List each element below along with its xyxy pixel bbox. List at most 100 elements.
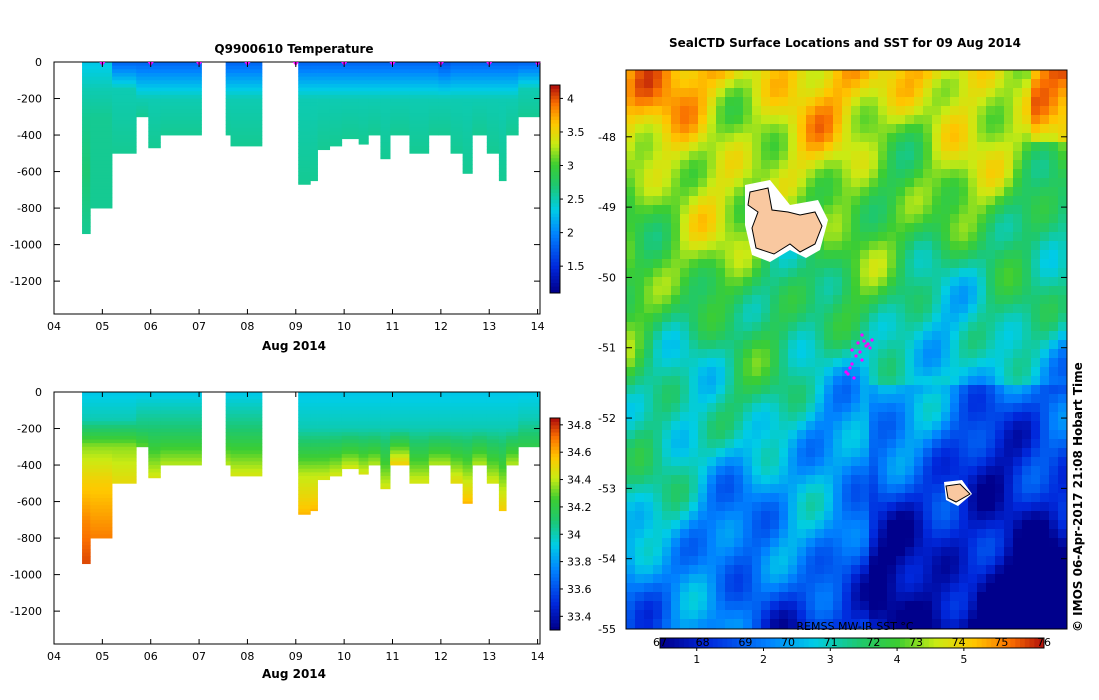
profile-cell <box>462 494 473 499</box>
sst-cell <box>743 556 753 566</box>
sst-cell <box>842 133 852 143</box>
profile-cell <box>329 98 343 103</box>
sst-cell <box>734 133 744 143</box>
sst-cell <box>680 250 690 260</box>
profile-cell <box>472 105 488 110</box>
sst-cell <box>680 466 690 476</box>
sst-cell <box>860 151 870 161</box>
sst-cell <box>914 205 924 215</box>
sst-cell <box>779 601 789 611</box>
sst-cell <box>1022 619 1032 629</box>
sst-cell <box>734 565 744 575</box>
sst-cell <box>797 556 807 566</box>
profile-cell <box>409 439 430 444</box>
sst-cell <box>716 331 726 341</box>
sst-cell <box>959 295 969 305</box>
profile-cell <box>317 465 331 470</box>
profile-cell <box>82 211 91 216</box>
colorbar-segment <box>550 580 560 585</box>
sst-cell <box>968 187 978 197</box>
profile-cell <box>390 69 410 74</box>
sst-cell <box>806 88 816 98</box>
profile-cell <box>329 142 343 147</box>
sst-cell <box>941 556 951 566</box>
sst-cell <box>662 457 672 467</box>
sst-cell <box>941 313 951 323</box>
sst-cell <box>653 565 663 575</box>
profile-cell <box>82 62 91 67</box>
sst-cell <box>743 439 753 449</box>
sst-cell <box>761 475 771 485</box>
colorbar-segment <box>550 143 560 148</box>
sst-cell <box>1031 313 1041 323</box>
profile-cell <box>148 402 161 408</box>
sst-cell <box>905 187 915 197</box>
sst-cell <box>680 412 690 422</box>
profile-cell <box>498 94 507 99</box>
sst-cell <box>716 376 726 386</box>
profile-cell <box>498 494 507 499</box>
sst-cell <box>761 493 771 503</box>
profile-cell <box>90 193 113 198</box>
sst-cell <box>887 520 897 530</box>
sst-cell <box>644 97 654 107</box>
sst-cell <box>860 214 870 224</box>
sst-cell <box>833 439 843 449</box>
sst-cell <box>941 367 951 377</box>
sst-cell <box>842 547 852 557</box>
sst-cell <box>1040 160 1050 170</box>
sst-cell <box>950 520 960 530</box>
sst-colorbar-segment <box>948 638 954 648</box>
sst-cell <box>995 106 1005 116</box>
sst-cell <box>1058 538 1067 548</box>
colorbar-tick-label: 3.5 <box>567 126 585 139</box>
sst-cell <box>671 556 681 566</box>
sst-cell <box>869 142 879 152</box>
sst-cell <box>941 178 951 188</box>
sst-cell <box>1049 295 1059 305</box>
sst-cell <box>860 106 870 116</box>
sst-cell <box>743 448 753 458</box>
profile-cell <box>518 87 541 92</box>
profile-cell <box>317 446 331 451</box>
sst-cell <box>905 295 915 305</box>
sst-cell <box>986 196 996 206</box>
sst-cell <box>734 259 744 269</box>
sst-cell <box>698 475 708 485</box>
sst-cell <box>689 394 699 404</box>
sst-cell <box>941 124 951 134</box>
sst-cell <box>653 79 663 89</box>
profile-cell <box>358 428 369 433</box>
sst-cell <box>824 556 834 566</box>
sst-cell <box>968 313 978 323</box>
sst-cell <box>860 250 870 260</box>
profile-cell <box>298 167 311 172</box>
profile-cell <box>298 450 311 455</box>
sst-cell <box>815 322 825 332</box>
sst-cell <box>662 475 672 485</box>
profile-cell <box>498 432 507 437</box>
sst-cell <box>734 421 744 431</box>
sst-cell <box>968 115 978 125</box>
profile-cell <box>380 435 391 440</box>
x-tick-label: 04 <box>47 320 61 333</box>
sst-cell <box>788 79 798 89</box>
sst-cell <box>959 304 969 314</box>
sst-cell <box>644 340 654 350</box>
sst-cell <box>860 79 870 89</box>
sst-cell <box>626 448 636 458</box>
sst-cell <box>968 268 978 278</box>
lat-tick-label: -50 <box>598 271 616 284</box>
sst-cell <box>1022 538 1032 548</box>
profile-cell <box>341 69 360 74</box>
profile-cell <box>82 160 91 165</box>
sst-cell <box>752 160 762 170</box>
profile-cell <box>90 87 113 92</box>
sst-cell <box>761 286 771 296</box>
sst-cell <box>788 448 798 458</box>
sst-cell <box>734 151 744 161</box>
profile-cell <box>498 98 507 103</box>
sst-cell <box>761 403 771 413</box>
profile-cell <box>486 417 500 422</box>
profile-cell <box>380 127 391 132</box>
